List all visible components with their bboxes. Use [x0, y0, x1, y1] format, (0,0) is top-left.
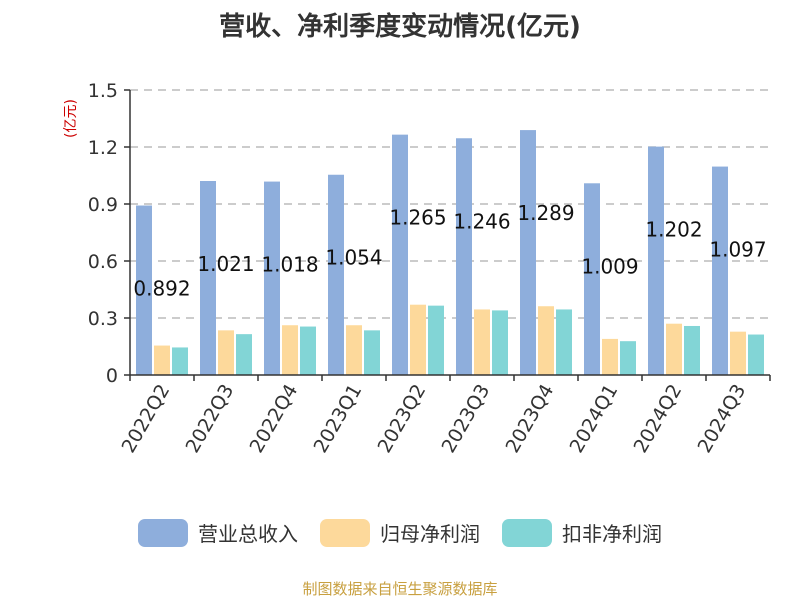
data-labels: 0.892 1.021 1.018 1.054 1.265 1.246 1.289 1.009…	[133, 201, 766, 300]
data-label: 0.892	[133, 277, 190, 301]
bar	[456, 138, 472, 375]
x-tick-label: 2022Q3	[182, 381, 239, 457]
y-tick-label: 0.3	[88, 308, 118, 330]
bar	[300, 326, 316, 375]
x-tick-label: 2023Q4	[502, 381, 559, 457]
x-tick-label: 2023Q2	[374, 381, 431, 457]
bar	[410, 304, 426, 375]
axes: 0 0.3 0.6 0.9 1.2 1.5 2022Q2 2022Q3 2022Q4 2023Q1…	[88, 80, 771, 457]
data-label: 1.097	[709, 238, 766, 262]
bar	[136, 205, 152, 375]
legend-label: 扣非净利润	[562, 522, 662, 546]
source-note: 制图数据来自恒生聚源数据库	[302, 580, 498, 598]
legend-label: 营业总收入	[198, 522, 298, 546]
x-tick-label: 2022Q2	[118, 381, 175, 457]
bar	[538, 306, 554, 375]
bar	[602, 338, 618, 375]
bar	[364, 330, 380, 375]
y-tick-label: 0.6	[88, 251, 118, 273]
x-tick-label: 2023Q3	[438, 381, 495, 457]
legend-swatch	[320, 518, 370, 547]
y-tick-label: 1.2	[88, 137, 118, 159]
bar	[556, 309, 572, 375]
bar	[154, 345, 170, 375]
bar	[584, 183, 600, 375]
legend-label: 归母净利润	[380, 522, 480, 546]
bar	[492, 310, 508, 375]
bar	[282, 325, 298, 375]
x-tick-label: 2024Q1	[566, 381, 623, 457]
data-label: 1.021	[197, 252, 254, 276]
y-tick-label: 0	[106, 365, 118, 387]
y-axis-unit-label: (亿元)	[63, 99, 79, 138]
x-tick-label: 2023Q1	[310, 381, 367, 457]
grid-lines	[130, 89, 770, 319]
bar	[236, 334, 252, 375]
bar	[666, 323, 682, 375]
data-label: 1.009	[581, 254, 638, 278]
bar	[346, 325, 362, 375]
bar	[328, 174, 344, 375]
legend-item[interactable]: 营业总收入	[138, 518, 298, 547]
bar	[712, 166, 728, 375]
legend-item[interactable]: 归母净利润	[320, 518, 480, 547]
x-tick-label: 2024Q2	[630, 381, 687, 457]
bar	[218, 330, 234, 375]
bar	[620, 341, 636, 375]
data-label: 1.202	[645, 218, 702, 242]
bar	[428, 305, 444, 375]
y-tick-label: 0.9	[88, 194, 118, 216]
bar	[648, 146, 664, 375]
x-tick-label: 2024Q3	[694, 381, 751, 457]
bars	[136, 130, 764, 375]
data-label: 1.289	[517, 201, 574, 225]
data-label: 1.054	[325, 246, 382, 270]
bar	[748, 334, 764, 375]
x-tick-label: 2022Q4	[246, 381, 303, 457]
data-label: 1.018	[261, 253, 318, 277]
y-tick-label: 1.5	[88, 80, 118, 102]
bar	[730, 331, 746, 375]
bar	[264, 181, 280, 375]
bar	[684, 325, 700, 375]
bar	[520, 130, 536, 375]
legend-item[interactable]: 扣非净利润	[502, 518, 662, 547]
legend: 营业总收入 归母净利润 扣非净利润	[0, 518, 800, 547]
bar	[200, 181, 216, 375]
data-label: 1.265	[389, 206, 446, 230]
bar	[474, 309, 490, 375]
chart-title: 营收、净利季度变动情况(亿元)	[219, 12, 581, 42]
legend-swatch	[138, 518, 188, 547]
bar	[172, 347, 188, 375]
bar	[392, 134, 408, 375]
data-label: 1.246	[453, 209, 510, 233]
legend-swatch	[502, 518, 552, 547]
